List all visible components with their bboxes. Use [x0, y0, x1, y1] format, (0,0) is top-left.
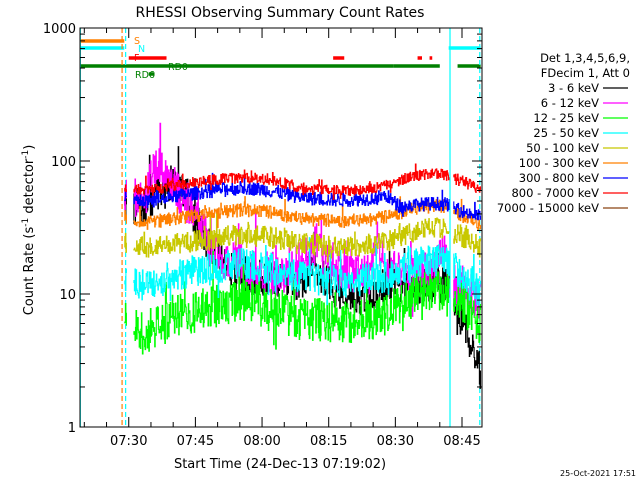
- legend-entry-label-0: 3 - 6 keV: [548, 81, 599, 95]
- x-axis-ticks: 07:30 07:45 08:00 08:15 08:30 08:45: [83, 28, 481, 449]
- plot-frame: [79, 27, 483, 428]
- flag-label-rd0: RD0: [168, 62, 188, 73]
- x-tick-label-0: 07:30: [110, 434, 147, 449]
- legend-header-line1: Det 1,3,4,5,6,9,: [540, 51, 630, 65]
- flag-bars: SNF RD0 RD6: [80, 36, 481, 81]
- legend-header-line2: FDecim 1, Att 0: [541, 66, 630, 80]
- y-axis-label-sup2: -1: [21, 150, 31, 159]
- legend-entry-label-2: 12 - 25 keV: [533, 111, 599, 125]
- x-tick-label-1: 07:45: [177, 434, 214, 449]
- legend-entry-label-4: 50 - 100 keV: [526, 141, 599, 155]
- flag-label-rd6: RD6: [135, 70, 155, 81]
- y-axis-label-mid: detector: [22, 158, 37, 218]
- series-line-4: [124, 209, 482, 263]
- flag-label-n: N: [138, 44, 145, 55]
- legend-entry-label-6: 300 - 800 keV: [519, 171, 599, 185]
- x-tick-label-4: 08:30: [377, 434, 414, 449]
- y-axis-label: Count Rate (s-1 detector-1): [21, 145, 37, 316]
- x-tick-label-3: 08:15: [310, 434, 347, 449]
- legend-entry-label-7: 800 - 7000 keV: [511, 186, 599, 200]
- y-tick-label-1: 10: [59, 288, 76, 303]
- x-tick-label-2: 08:00: [243, 434, 280, 449]
- series-line-3: [124, 237, 482, 306]
- y-tick-label-3: 1000: [43, 22, 76, 37]
- y-axis-label-main: Count Rate (s: [22, 227, 37, 316]
- series-line-7: [124, 163, 482, 201]
- y-axis-label-end: ): [22, 145, 37, 150]
- flag-label-f: F: [134, 53, 139, 64]
- x-axis-label: Start Time (24-Dec-13 07:19:02): [174, 457, 386, 472]
- y-tick-label-2: 100: [51, 155, 76, 170]
- y-axis-ticks: 1 10 100 1000: [43, 22, 482, 436]
- legend-entry-label-3: 25 - 50 keV: [533, 126, 599, 140]
- chart-title: RHESSI Observing Summary Count Rates: [136, 5, 425, 21]
- y-axis-label-sup: -1: [21, 218, 31, 227]
- x-tick-label-5: 08:45: [443, 434, 480, 449]
- legend-entry-label-5: 100 - 300 keV: [519, 156, 599, 170]
- timestamp: 25-Oct-2021 17:51: [560, 469, 636, 478]
- series-lines: [124, 122, 482, 389]
- legend: Det 1,3,4,5,6,9, FDecim 1, Att 0 3 - 6 k…: [497, 51, 630, 215]
- y-tick-label-0: 1: [68, 421, 76, 436]
- legend-entry-label-8: 7000 - 15000 keV: [497, 201, 599, 215]
- flag-label-s: S: [134, 36, 140, 47]
- legend-entry-label-1: 6 - 12 keV: [541, 96, 599, 110]
